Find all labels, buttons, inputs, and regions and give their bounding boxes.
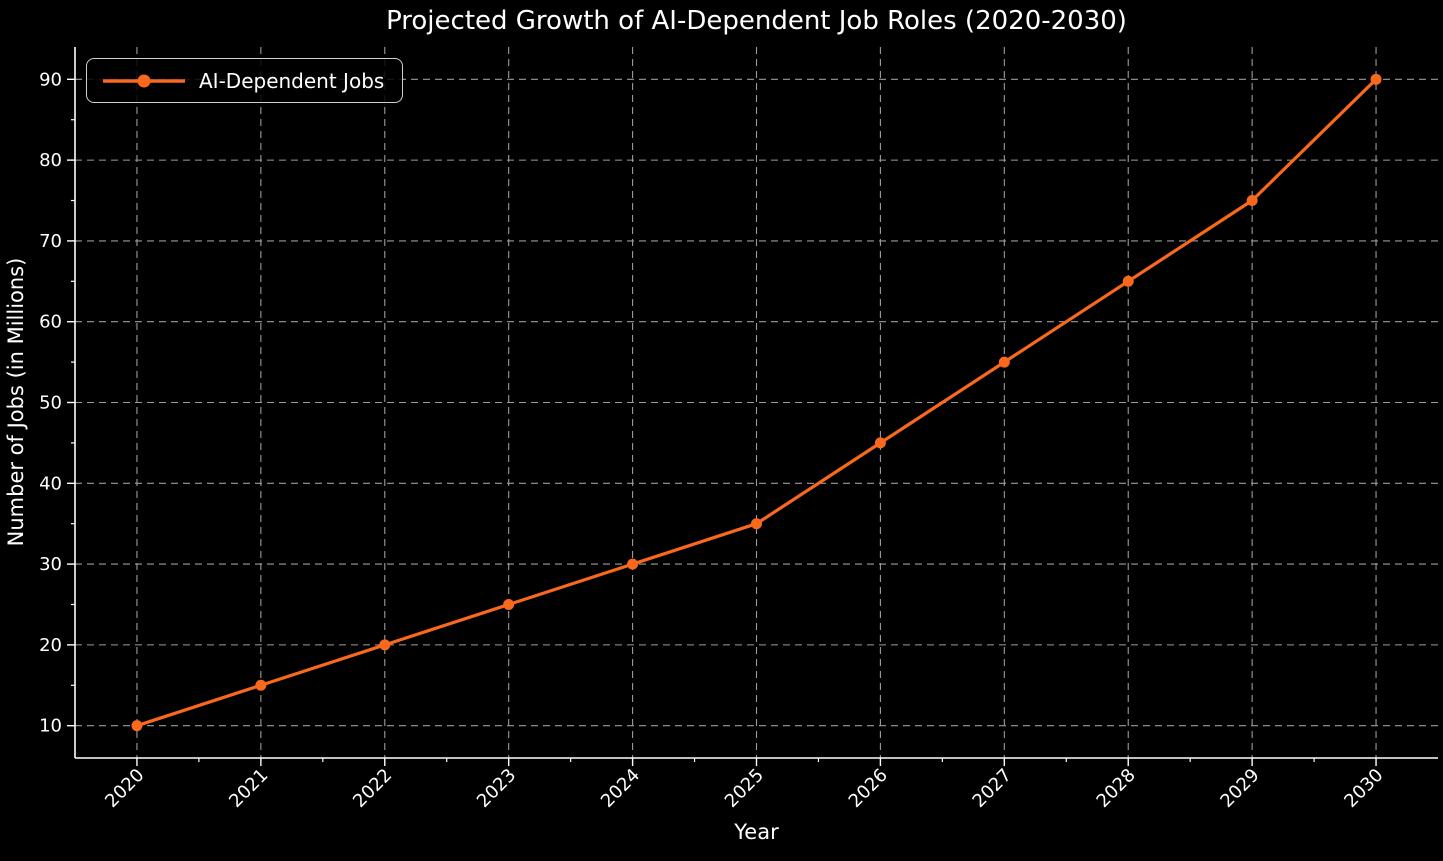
y-tick-label: 80 xyxy=(39,150,62,171)
x-tick-label: 2023 xyxy=(473,765,520,812)
x-tick-label: 2030 xyxy=(1340,765,1387,812)
x-tick-label: 2024 xyxy=(597,765,644,812)
legend-line-marker-icon xyxy=(103,74,185,87)
y-tick-label: 20 xyxy=(39,635,62,656)
data-point xyxy=(255,679,267,691)
data-point xyxy=(1246,195,1258,207)
data-point xyxy=(1122,275,1134,287)
data-point xyxy=(627,558,639,570)
y-tick-label: 30 xyxy=(39,554,62,575)
y-tick-label: 50 xyxy=(39,393,62,414)
x-tick-label: 2028 xyxy=(1093,765,1140,812)
x-tick-label: 2027 xyxy=(969,765,1016,812)
x-tick-label: 2029 xyxy=(1216,765,1263,812)
y-tick-label: 40 xyxy=(39,473,62,494)
y-tick-label: 90 xyxy=(39,69,62,90)
legend-label: AI-Dependent Jobs xyxy=(199,68,385,93)
data-point xyxy=(874,437,886,449)
data-point xyxy=(751,518,762,530)
x-tick-label: 2021 xyxy=(225,765,272,812)
x-tick-label: 2020 xyxy=(101,765,148,812)
x-tick-label: 2026 xyxy=(845,765,892,812)
data-point xyxy=(1370,73,1382,85)
y-tick-label: 10 xyxy=(39,716,62,737)
data-point xyxy=(503,598,515,610)
data-point xyxy=(998,356,1010,368)
legend: AI-Dependent Jobs xyxy=(86,58,404,103)
chart-title: Projected Growth of AI-Dependent Job Rol… xyxy=(386,6,1127,36)
y-tick-label: 60 xyxy=(39,312,62,333)
x-tick-label: 2025 xyxy=(721,765,768,812)
data-point xyxy=(131,720,143,732)
data-point xyxy=(379,639,391,651)
x-axis-label: Year xyxy=(734,820,779,844)
x-tick-label: 2022 xyxy=(349,765,396,812)
y-tick-label: 70 xyxy=(39,231,62,252)
